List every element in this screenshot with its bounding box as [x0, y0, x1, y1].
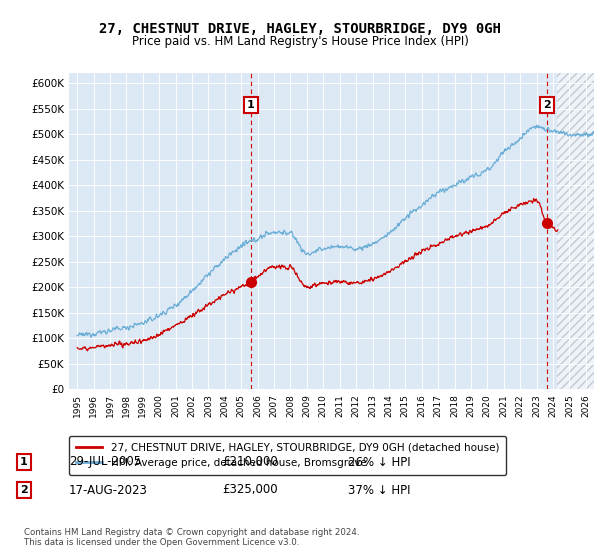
Text: £325,000: £325,000	[222, 483, 278, 497]
Text: 2: 2	[20, 485, 28, 495]
Text: 29-JUL-2005: 29-JUL-2005	[69, 455, 141, 469]
Text: 37% ↓ HPI: 37% ↓ HPI	[348, 483, 410, 497]
Text: 27, CHESTNUT DRIVE, HAGLEY, STOURBRIDGE, DY9 0GH: 27, CHESTNUT DRIVE, HAGLEY, STOURBRIDGE,…	[99, 22, 501, 36]
Text: £210,000: £210,000	[222, 455, 278, 469]
Legend: 27, CHESTNUT DRIVE, HAGLEY, STOURBRIDGE, DY9 0GH (detached house), HPI: Average : 27, CHESTNUT DRIVE, HAGLEY, STOURBRIDGE,…	[69, 436, 506, 475]
Text: 1: 1	[20, 457, 28, 467]
Text: 26% ↓ HPI: 26% ↓ HPI	[348, 455, 410, 469]
Text: 17-AUG-2023: 17-AUG-2023	[69, 483, 148, 497]
Text: 1: 1	[247, 100, 254, 110]
Text: Price paid vs. HM Land Registry's House Price Index (HPI): Price paid vs. HM Land Registry's House …	[131, 35, 469, 48]
Text: 2: 2	[543, 100, 551, 110]
Text: Contains HM Land Registry data © Crown copyright and database right 2024.
This d: Contains HM Land Registry data © Crown c…	[24, 528, 359, 547]
